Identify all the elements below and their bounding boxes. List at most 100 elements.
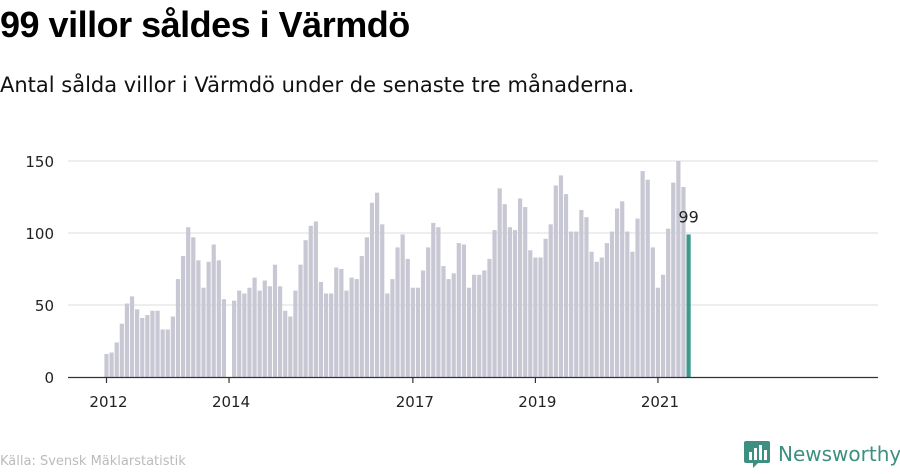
bar (538, 257, 543, 377)
bar (431, 222, 436, 377)
bar (385, 293, 390, 377)
bar (666, 228, 671, 377)
bar (548, 224, 553, 377)
bar (267, 286, 272, 377)
bar (507, 227, 512, 377)
bar (145, 315, 150, 377)
bar (400, 234, 405, 377)
bar (155, 310, 160, 377)
bar (175, 279, 181, 377)
bar (278, 286, 283, 377)
x-tick-label: 2017 (396, 393, 434, 411)
bar (129, 296, 135, 377)
bar (140, 317, 145, 377)
bar (589, 251, 594, 377)
bar (497, 188, 502, 377)
bar (395, 247, 400, 377)
bar (533, 257, 538, 377)
bar (604, 243, 609, 377)
bar (288, 316, 293, 377)
bar (349, 277, 354, 377)
bar (170, 316, 175, 377)
bar (242, 293, 247, 377)
bar (436, 227, 441, 377)
bar (298, 264, 303, 377)
bar (650, 247, 655, 377)
bar (303, 240, 308, 377)
bar (334, 267, 339, 377)
bar (609, 231, 615, 377)
bar (599, 257, 604, 377)
bar (216, 260, 221, 377)
bar (293, 290, 298, 377)
bar (191, 237, 196, 377)
bar (124, 303, 130, 377)
y-tick-label: 50 (35, 297, 54, 315)
bar (329, 293, 334, 377)
brand-logo[interactable]: Newsworthy (744, 439, 900, 469)
bar (584, 217, 589, 377)
y-tick-label: 150 (25, 153, 54, 171)
bar (553, 185, 558, 377)
bar (574, 231, 579, 377)
bar (237, 290, 242, 377)
bar (620, 201, 625, 377)
bar (196, 260, 201, 377)
bar (461, 244, 467, 377)
bar (466, 287, 472, 377)
bar (502, 204, 507, 377)
bar (543, 238, 548, 377)
bar (517, 198, 523, 377)
source-note: Källa: Svensk Mäklarstatistik (0, 454, 186, 469)
brand-name: Newsworthy (778, 442, 900, 466)
bar (318, 281, 324, 377)
bar (308, 225, 313, 377)
bar (135, 309, 140, 377)
bar (272, 264, 278, 377)
bar (109, 352, 114, 377)
bar (615, 208, 620, 377)
bar (257, 290, 262, 377)
bar (523, 207, 528, 377)
bar (232, 300, 237, 377)
bar (660, 274, 666, 377)
x-tick-label: 2019 (518, 393, 556, 411)
bar (252, 277, 257, 377)
bar (119, 323, 124, 377)
bar (410, 287, 415, 377)
bar (492, 230, 497, 377)
x-tick-label: 2021 (641, 393, 679, 411)
bar (635, 218, 640, 377)
bar (262, 280, 267, 377)
newsworthy-logo-icon (744, 441, 770, 468)
x-tick-label: 2014 (212, 393, 250, 411)
bar (456, 243, 461, 377)
bar (206, 261, 211, 377)
bar (625, 231, 630, 377)
bar (655, 287, 661, 377)
bar (344, 290, 349, 377)
bar (579, 209, 584, 377)
bar (446, 279, 451, 377)
bar (594, 261, 599, 377)
bar (645, 179, 650, 377)
highlight-value-label: 99 (678, 207, 698, 226)
bar (482, 270, 487, 377)
bar (676, 161, 681, 377)
bar (283, 310, 288, 377)
bar (150, 310, 155, 377)
bar (487, 258, 492, 377)
bar (681, 186, 686, 377)
bar (114, 342, 119, 377)
bar (201, 287, 206, 377)
bar (415, 287, 421, 377)
bar (354, 279, 359, 377)
bar (528, 250, 533, 377)
bar (640, 171, 645, 377)
bar (364, 237, 370, 377)
bar (339, 269, 344, 377)
bar (390, 279, 395, 377)
bar (369, 202, 375, 377)
bar (472, 274, 477, 377)
